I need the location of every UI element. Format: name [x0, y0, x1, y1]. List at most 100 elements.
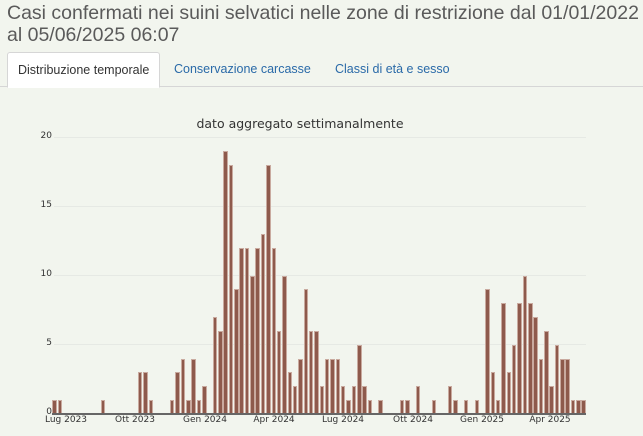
tab-conservazione-carcasse[interactable]: Conservazione carcasse — [174, 62, 311, 76]
bar[interactable] — [324, 358, 330, 414]
bar[interactable] — [143, 372, 148, 414]
bar[interactable] — [137, 372, 143, 414]
bar[interactable] — [549, 386, 554, 414]
bar[interactable] — [517, 303, 522, 414]
bar[interactable] — [57, 400, 63, 414]
x-tick-apr-2024: Apr 2024 — [253, 415, 295, 425]
bar[interactable] — [340, 386, 346, 414]
bar-slot — [330, 137, 335, 414]
bar[interactable] — [453, 400, 458, 414]
x-tick-ott-2024: Ott 2024 — [393, 415, 433, 425]
bar[interactable] — [570, 400, 576, 414]
bar[interactable] — [378, 400, 383, 414]
bar-slot — [565, 137, 570, 414]
bar[interactable] — [346, 400, 351, 414]
bar[interactable] — [506, 372, 512, 414]
bar[interactable] — [415, 386, 421, 414]
bar[interactable] — [528, 303, 533, 414]
bar-slot — [191, 137, 196, 414]
bar[interactable] — [490, 372, 496, 414]
bar[interactable] — [266, 164, 271, 414]
bar[interactable] — [431, 400, 437, 414]
bar[interactable] — [576, 400, 581, 414]
bar[interactable] — [260, 233, 266, 414]
bar[interactable] — [554, 344, 560, 414]
gridline-20 — [54, 137, 586, 138]
bar-slot — [212, 137, 218, 414]
bar[interactable] — [271, 247, 276, 414]
bar-slot — [447, 137, 453, 414]
bar-slot — [196, 137, 202, 414]
bar[interactable] — [330, 358, 335, 414]
bar[interactable] — [501, 303, 506, 414]
bar[interactable] — [447, 386, 453, 414]
bar[interactable] — [405, 400, 410, 414]
bar-slot — [474, 137, 480, 414]
bar[interactable] — [367, 400, 373, 414]
bar[interactable] — [282, 275, 287, 414]
bar[interactable] — [511, 344, 517, 414]
bar[interactable] — [239, 247, 244, 414]
bar-slot — [244, 137, 250, 414]
bar-slot — [405, 137, 410, 414]
bar[interactable] — [287, 372, 293, 414]
bar[interactable] — [100, 400, 105, 414]
bar-slot — [538, 137, 544, 414]
bar[interactable] — [191, 358, 196, 414]
bar[interactable] — [351, 386, 357, 414]
tab-distribuzione-temporale[interactable]: Distribuzione temporale — [7, 52, 161, 88]
bar[interactable] — [244, 247, 250, 414]
bar[interactable] — [544, 330, 549, 414]
tab-classi-eta-sesso[interactable]: Classi di età e sesso — [335, 62, 450, 76]
bar[interactable] — [292, 386, 298, 414]
bar[interactable] — [175, 372, 180, 414]
y-tick-15: 15 — [40, 200, 52, 210]
gridline-10 — [54, 275, 586, 276]
bar[interactable] — [319, 386, 325, 414]
bar[interactable] — [463, 400, 469, 414]
bar[interactable] — [474, 400, 480, 414]
bar[interactable] — [212, 317, 218, 414]
bar[interactable] — [357, 344, 362, 414]
bar-slot — [357, 137, 362, 414]
bar[interactable] — [298, 358, 303, 414]
bar-slot — [490, 137, 496, 414]
bar[interactable] — [276, 330, 282, 414]
weekly-cases-chart: dato aggregato settimanalmente 20 15 10 … — [0, 90, 643, 436]
bar-slot — [260, 137, 266, 414]
bar[interactable] — [255, 247, 260, 414]
bar[interactable] — [169, 400, 175, 414]
bar[interactable] — [223, 150, 228, 414]
bar[interactable] — [186, 400, 191, 414]
bar[interactable] — [308, 330, 314, 414]
bar[interactable] — [196, 400, 202, 414]
bar[interactable] — [180, 358, 186, 414]
bar[interactable] — [362, 386, 367, 414]
bar[interactable] — [303, 289, 309, 414]
bar[interactable] — [335, 358, 341, 414]
bar-slot — [324, 137, 330, 414]
tab-bar: Distribuzione temporale Conservazione ca… — [0, 52, 643, 88]
bar[interactable] — [314, 330, 319, 414]
bar[interactable] — [228, 164, 234, 414]
bar[interactable] — [538, 358, 544, 414]
bar[interactable] — [250, 275, 255, 414]
bar[interactable] — [202, 386, 207, 414]
bar[interactable] — [485, 289, 490, 414]
bar[interactable] — [495, 400, 501, 414]
bar[interactable] — [560, 358, 565, 414]
bar[interactable] — [218, 330, 223, 414]
bar[interactable] — [52, 400, 57, 414]
bar-slot — [544, 137, 549, 414]
bar[interactable] — [565, 358, 570, 414]
bar[interactable] — [148, 400, 154, 414]
bar[interactable] — [581, 400, 586, 414]
bar[interactable] — [399, 400, 405, 414]
bar-slot — [517, 137, 522, 414]
bar-slot — [276, 137, 282, 414]
bar[interactable] — [522, 275, 528, 414]
bar-slot — [148, 137, 154, 414]
bar[interactable] — [533, 317, 538, 414]
bar-slot — [581, 137, 586, 414]
bar[interactable] — [234, 289, 239, 414]
